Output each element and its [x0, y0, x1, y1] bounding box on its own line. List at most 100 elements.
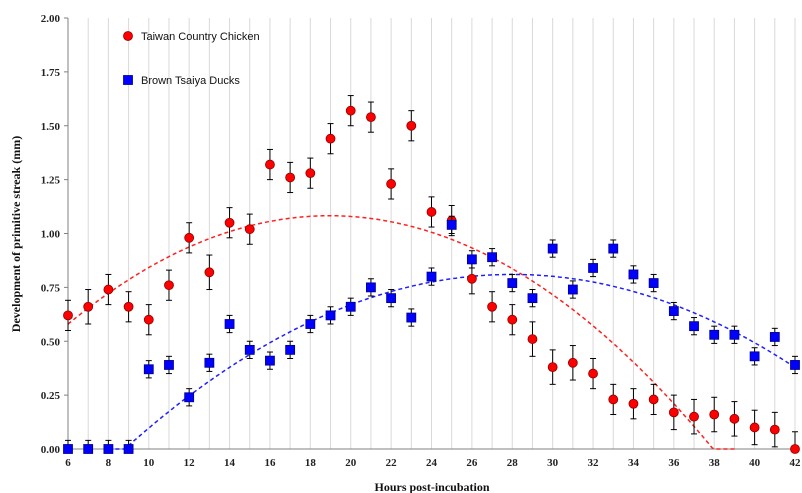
marker-duck [608, 243, 619, 254]
trend-line-duck [108, 273, 796, 450]
y-tick-label: 2.00 [41, 13, 61, 25]
data-point-chicken [63, 299, 73, 331]
legend-marker-duck [123, 75, 133, 85]
data-point-duck [103, 439, 114, 454]
marker-duck [689, 321, 699, 332]
marker-duck [224, 319, 235, 329]
x-tick-label: 30 [547, 457, 559, 469]
trend-lines [67, 215, 796, 450]
legend-label-chicken: Taiwan Country Chicken [141, 31, 260, 43]
y-tick-label: 0.75 [41, 282, 61, 294]
marker-chicken [527, 334, 538, 344]
x-tick-label: 36 [668, 457, 680, 469]
marker-chicken [466, 273, 477, 284]
marker-chicken [103, 284, 114, 295]
data-point-chicken [386, 168, 397, 200]
y-tick-label: 1.75 [41, 67, 61, 79]
data-point-duck [507, 273, 518, 293]
data-point-duck [689, 317, 699, 336]
marker-chicken [426, 207, 437, 217]
data-point-chicken [628, 388, 639, 420]
trend-line-chicken [67, 215, 735, 450]
marker-chicken [325, 133, 336, 144]
marker-chicken [507, 314, 518, 325]
marker-duck [790, 360, 800, 370]
y-tick-labels: 0.00 0.25 0.50 0.75 1.00 1.25 1.50 1.75 2.00 [41, 13, 68, 456]
marker-duck [567, 284, 578, 295]
data-point-duck [63, 439, 73, 454]
data-point-duck [426, 267, 437, 286]
data-point-chicken [164, 269, 174, 301]
data-point-duck [143, 360, 154, 379]
data-point-chicken [265, 148, 275, 181]
marker-duck [709, 329, 720, 340]
marker-chicken [487, 301, 497, 312]
data-point-duck [608, 239, 619, 258]
marker-chicken [709, 409, 720, 420]
marker-duck [325, 310, 336, 321]
x-tick-labels: 6 8 10 12 14 16 18 20 22 24 26 28 30 32 34 36 38 40 42 [65, 457, 801, 469]
data-point-chicken [588, 357, 598, 390]
marker-duck [345, 301, 356, 312]
marker-duck [588, 263, 598, 273]
x-tick-label: 34 [628, 457, 640, 469]
x-tick-label: 10 [143, 457, 155, 469]
data-point-duck [668, 301, 679, 321]
marker-duck [648, 278, 659, 288]
data-point-chicken [567, 345, 578, 381]
x-axis-title: Hours post-incubation [374, 480, 489, 493]
marker-duck [628, 269, 639, 280]
data-point-chicken [285, 161, 296, 194]
x-tick-label: 24 [426, 457, 438, 469]
x-tick-label: 12 [184, 457, 196, 469]
y-tick-label: 0.50 [41, 336, 61, 348]
y-tick-label: 0.00 [41, 444, 61, 456]
y-tick-label: 1.00 [41, 229, 61, 241]
marker-duck [285, 344, 296, 355]
data-point-duck [466, 250, 477, 269]
data-point-duck [366, 278, 376, 297]
marker-chicken [345, 105, 356, 116]
data-point-duck [749, 347, 760, 366]
x-tick-label: 28 [507, 457, 519, 469]
marker-chicken [184, 232, 195, 243]
data-point-duck [406, 308, 417, 327]
marker-duck [305, 319, 316, 329]
x-tick-label: 20 [345, 457, 357, 469]
x-tick-label: 32 [588, 457, 600, 469]
data-point-duck [648, 273, 659, 293]
data-point-chicken [547, 349, 558, 385]
marker-duck [426, 271, 437, 282]
data-point-duck [265, 351, 275, 370]
x-tick-label: 38 [709, 457, 721, 469]
data-point-duck [325, 306, 336, 325]
marker-duck [729, 329, 740, 340]
data-point-duck [345, 297, 356, 316]
legend-marker-chicken [123, 31, 133, 41]
data-point-duck [285, 340, 296, 359]
data-point-chicken [487, 291, 497, 323]
marker-chicken [386, 179, 397, 189]
x-tick-label: 22 [386, 457, 398, 469]
x-tick-label: 8 [106, 457, 112, 469]
data-point-duck [123, 439, 134, 454]
data-point-chicken [244, 213, 255, 245]
marker-duck [749, 351, 760, 362]
data-point-duck [729, 325, 740, 344]
marker-duck [83, 444, 94, 454]
marker-duck [143, 364, 154, 375]
data-point-duck [164, 355, 174, 375]
data-point-chicken [83, 289, 94, 325]
data-point-duck [547, 239, 558, 258]
x-tick-label: 14 [224, 457, 236, 469]
marker-duck [123, 444, 134, 454]
marker-chicken [83, 301, 94, 312]
marker-chicken [729, 413, 740, 424]
data-point-chicken [648, 383, 659, 416]
marker-duck [103, 444, 114, 454]
marker-duck [668, 306, 679, 316]
marker-duck [386, 293, 397, 304]
data-point-chicken [507, 304, 518, 336]
data-point-duck [305, 314, 316, 334]
data-point-chicken [689, 398, 699, 435]
